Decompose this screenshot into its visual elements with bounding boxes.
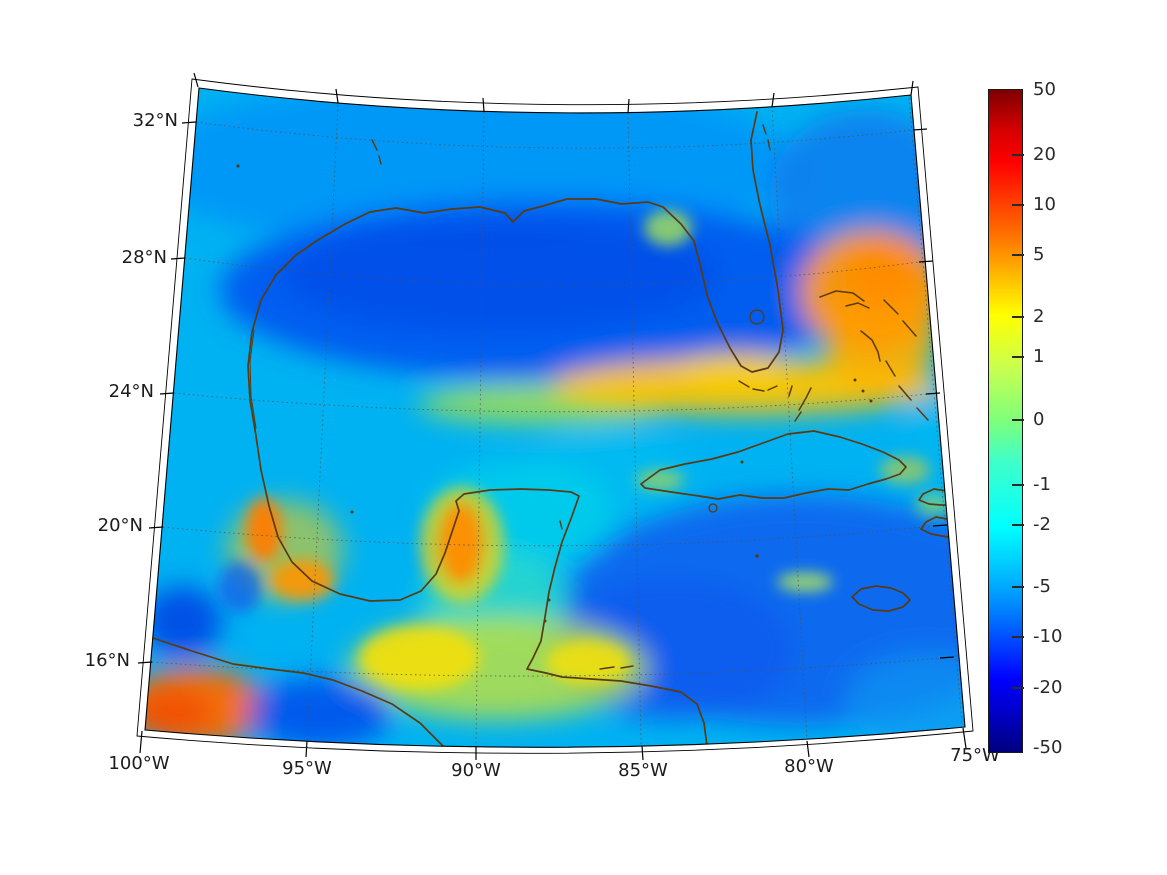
small-islands: [371, 124, 771, 670]
lon-label-75w: 75°W: [950, 745, 1000, 766]
lat-label-28n: 28°N: [121, 247, 167, 268]
lon-label-80w: 80°W: [784, 756, 834, 777]
cbar-label-20: 20: [1033, 144, 1056, 165]
cbar-label-0: 0: [1033, 409, 1045, 430]
lon-label-90w: 90°W: [451, 760, 501, 781]
cbar-label-n2: -2: [1033, 514, 1051, 535]
coastline-pacific-mexico: [149, 636, 444, 747]
cbar-label-n5: -5: [1033, 576, 1051, 597]
cbar-label-5: 5: [1033, 244, 1045, 265]
lon-label-85w: 85°W: [618, 760, 668, 781]
cbar-label-n20: -20: [1033, 677, 1063, 698]
coastline-jamaica: [851, 585, 911, 612]
coastlines: [149, 111, 949, 747]
lat-label-20n: 20°N: [97, 515, 143, 536]
graticule-gridlines: [145, 94, 963, 745]
lat-label-24n: 24°N: [108, 381, 154, 402]
cbar-label-n1: -1: [1033, 474, 1051, 495]
cbar-label-50: 50: [1033, 79, 1056, 100]
cbar-label-n50: -50: [1033, 737, 1063, 758]
texas-lagoon-line: [249, 329, 257, 429]
lake-okeechobee: [749, 309, 765, 325]
coastline-bahamas: [788, 290, 929, 422]
isla-juventud: [708, 503, 718, 513]
lon-label-100w: 100°W: [108, 753, 170, 774]
lat-label-16n: 16°N: [84, 650, 130, 671]
cbar-label-10: 10: [1033, 194, 1056, 215]
cbar-label-1: 1: [1033, 346, 1045, 367]
map-boundary: [144, 87, 966, 748]
heatmap-field: [145, 88, 965, 748]
map-outer-frame: [136, 78, 974, 754]
cbar-label-n10: -10: [1033, 626, 1063, 647]
colorbar: [988, 89, 1023, 753]
lat-label-32n: 32°N: [132, 110, 178, 131]
coastline-cuba: [640, 430, 907, 500]
coastline-hispaniola: [918, 488, 949, 538]
island-specks: [236, 164, 873, 623]
cbar-label-2: 2: [1033, 306, 1045, 327]
coastline-florida-keys: [738, 380, 778, 392]
axis-ticks: [137, 72, 967, 761]
lon-label-95w: 95°W: [282, 758, 332, 779]
